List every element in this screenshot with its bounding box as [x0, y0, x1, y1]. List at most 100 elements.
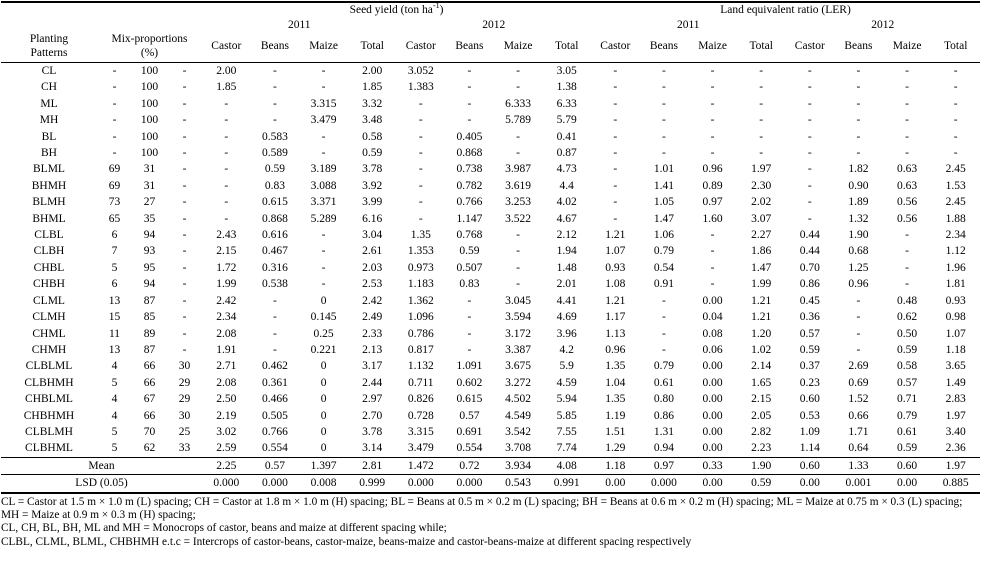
value-cell: 1.53 — [945, 179, 966, 192]
value-cell: 1.183 — [407, 278, 434, 291]
mix-proportion-cell: 69 — [108, 163, 121, 176]
value-cell: - — [516, 130, 520, 143]
pattern-cell: CLBH — [33, 245, 65, 258]
value-cell: 2.23 — [751, 442, 772, 455]
value-cell: - — [905, 130, 909, 143]
value-cell: - — [321, 147, 326, 160]
value-cell: - — [273, 114, 277, 127]
value-cell: 0.58 — [362, 130, 383, 143]
value-cell: 0.59 — [799, 343, 820, 356]
value-cell: 0.615 — [262, 196, 288, 209]
value-cell: 2.15 — [751, 393, 772, 406]
value-cell: 1.21 — [605, 229, 626, 242]
value-cell: 0.462 — [262, 360, 288, 373]
value-cell: - — [467, 114, 472, 127]
value-cell: 1.397 — [299, 456, 348, 475]
pattern-cell: CHMH — [31, 343, 67, 356]
value-cell: - — [273, 343, 277, 356]
mix-proportion-cell: 35 — [143, 212, 156, 225]
value-cell: - — [273, 81, 277, 94]
value-cell: 4.2 — [559, 343, 574, 356]
value-cell: 0.33 — [688, 456, 737, 475]
value-cell: 0.87 — [556, 147, 577, 160]
value-cell: 0.00 — [702, 360, 723, 373]
value-cell: 2.14 — [751, 360, 772, 373]
pattern-cell: BHML — [32, 212, 66, 225]
value-cell: - — [905, 147, 909, 160]
value-cell: - — [759, 97, 764, 110]
value-cell: - — [856, 81, 861, 94]
value-cell: 0.817 — [407, 343, 434, 356]
mix-proportion-cell: 94 — [143, 278, 156, 291]
value-cell: - — [662, 343, 666, 356]
value-cell: 2.69 — [848, 360, 869, 373]
value-cell: 0.98 — [945, 311, 966, 324]
value-cell: - — [807, 130, 812, 143]
value-cell: 0.64 — [848, 442, 869, 455]
crop-column-header: Beans — [445, 32, 494, 63]
mix-proportion-cell: 15 — [108, 311, 121, 324]
value-cell: 1.091 — [456, 360, 483, 373]
table-header: Seed yield (ton ha-1) Land equivalent ra… — [1, 2, 980, 63]
value-cell: - — [856, 343, 861, 356]
table-row: CHML 11 89 - 2.08 - 0.25 2.33 0.786 - 3.172 3.96 1.1… — [1, 326, 980, 342]
value-cell: 0.00 — [688, 474, 737, 494]
value-cell: - — [856, 114, 861, 127]
value-cell: 2.42 — [216, 294, 237, 307]
value-cell: 0.61 — [653, 376, 674, 389]
planting-patterns-header: Planting Patterns — [1, 32, 97, 63]
value-cell: - — [759, 114, 764, 127]
value-cell: 3.045 — [505, 294, 531, 307]
mix-proportion-cell: 33 — [178, 442, 191, 455]
mix-proportion-cell: - — [182, 163, 187, 176]
lsd-row: LSD (0.05) 0.000 0.000 0.008 0.999 0.000 0.000… — [1, 474, 980, 494]
value-cell: 5.789 — [505, 114, 531, 127]
value-cell: 0 — [320, 360, 327, 373]
value-cell: 2.97 — [362, 393, 383, 406]
value-cell: 3.48 — [362, 114, 383, 127]
table-footnotes: CL = Castor at 1.5 m × 1.0 m (L) spacing… — [0, 494, 981, 550]
mix-proportion-cell: - — [182, 327, 187, 340]
mix-proportion-cell: 11 — [108, 327, 121, 340]
value-cell: - — [321, 229, 326, 242]
value-cell: 0.86 — [653, 409, 674, 422]
mix-proportion-cell: 4 — [111, 360, 118, 373]
value-cell: 1.86 — [751, 245, 772, 258]
pattern-cell: CL — [41, 65, 57, 77]
value-cell: 1.35 — [410, 229, 431, 242]
year-header-ler-2012: 2012 — [871, 18, 895, 31]
ler-group-header: Land equivalent ratio (LER) — [720, 4, 851, 16]
seed-yield-group-header: Seed yield (ton ha-1) — [202, 2, 591, 18]
value-cell: 0.507 — [456, 261, 483, 274]
document-page: Seed yield (ton ha-1) Land equivalent ra… — [0, 1, 981, 550]
value-cell: - — [516, 229, 520, 242]
value-cell: 1.99 — [751, 278, 772, 291]
value-cell: - — [613, 179, 618, 192]
value-cell: - — [418, 114, 423, 127]
value-cell: 0.00 — [702, 294, 723, 307]
mix-proportion-cell: - — [182, 130, 187, 143]
value-cell: - — [710, 114, 715, 127]
value-cell: 0.71 — [897, 393, 918, 406]
mix-proportion-cell: - — [112, 81, 117, 94]
value-cell: 0.57 — [250, 456, 300, 475]
value-cell: 0.543 — [493, 474, 543, 494]
value-cell: 6.33 — [556, 97, 577, 110]
value-cell: 0.999 — [347, 474, 397, 494]
value-cell: - — [807, 65, 812, 77]
value-cell: - — [224, 212, 229, 225]
value-cell: - — [321, 278, 326, 291]
pattern-cell: CHML — [32, 327, 66, 340]
mix-proportion-cell: - — [182, 278, 187, 291]
mix-proportion-cell: - — [182, 114, 187, 127]
value-cell: 0.602 — [456, 376, 483, 389]
value-cell: 1.01 — [653, 163, 674, 176]
value-cell: - — [613, 147, 618, 160]
value-cell: 2.00 — [362, 65, 383, 77]
value-cell: 2.34 — [945, 229, 966, 242]
value-cell: - — [418, 196, 423, 209]
value-cell: 2.03 — [362, 261, 383, 274]
value-cell: 0.79 — [653, 360, 674, 373]
value-cell: - — [467, 327, 472, 340]
value-cell: - — [662, 327, 666, 340]
